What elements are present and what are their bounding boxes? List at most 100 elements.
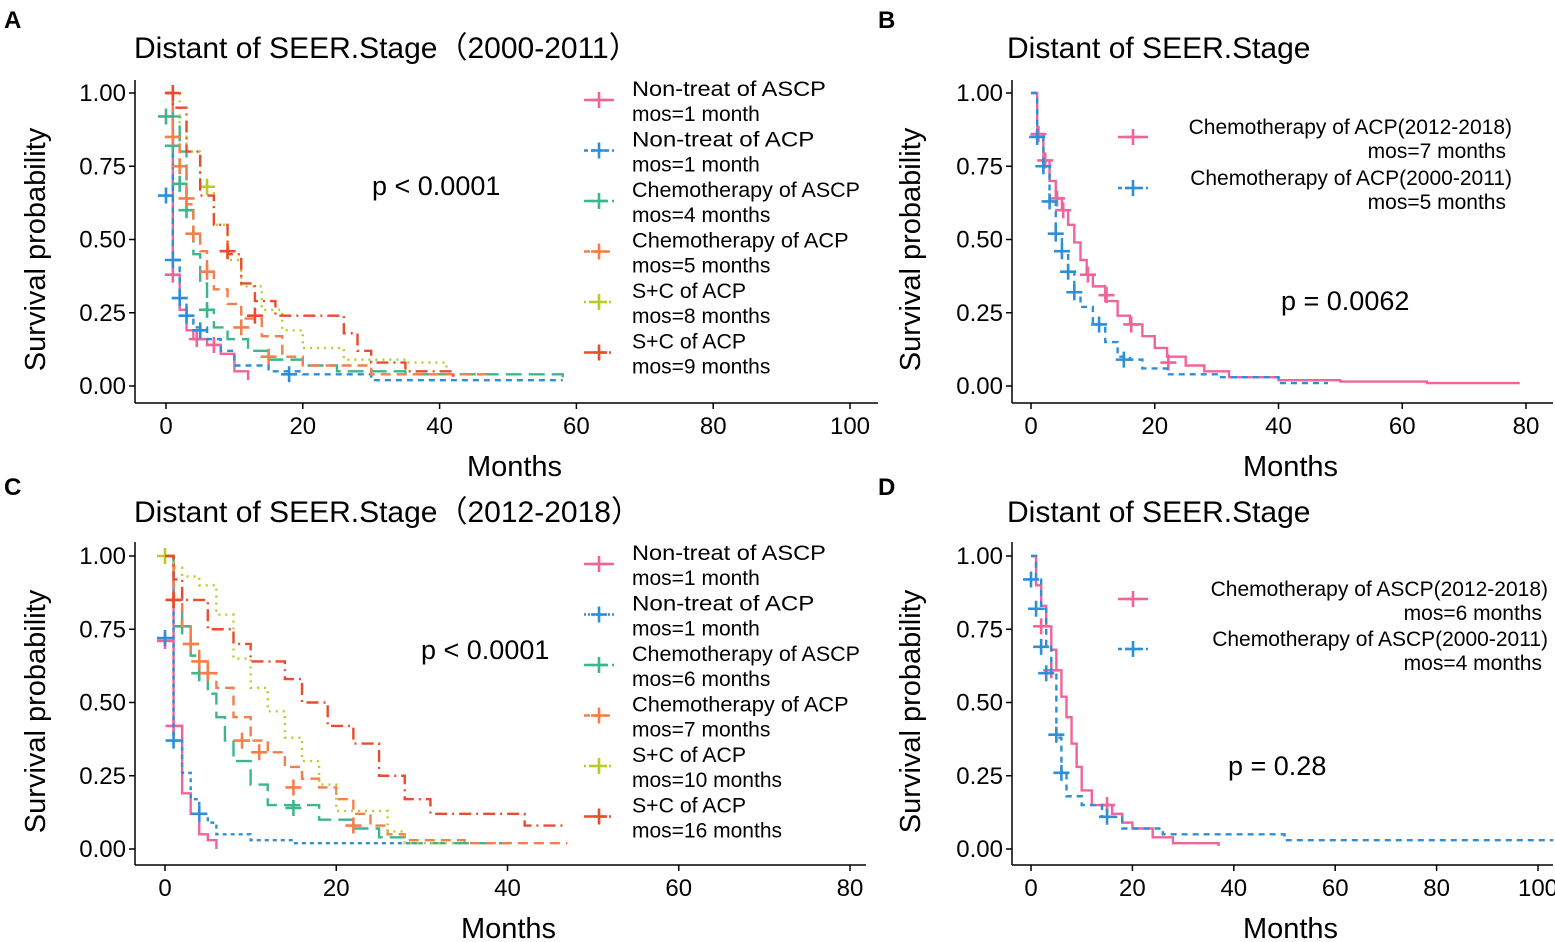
x-tick-label: 40 xyxy=(426,413,453,440)
censor-mark xyxy=(1033,638,1050,655)
x-tick-label: 80 xyxy=(1513,413,1540,440)
y-axis-title: Survival probability xyxy=(895,589,927,833)
censor-mark xyxy=(191,805,208,822)
censor-mark xyxy=(1029,128,1046,145)
censor-mark xyxy=(285,799,302,816)
legend-censor-mark xyxy=(591,193,607,209)
censor-mark xyxy=(1099,808,1116,825)
legend-censor-mark xyxy=(591,758,607,774)
censor-mark xyxy=(191,653,208,670)
x-tick-label: 100 xyxy=(830,413,870,440)
legend-censor-mark xyxy=(591,142,607,159)
y-tick-label: 0.00 xyxy=(79,836,126,863)
censor-mark xyxy=(234,732,251,749)
x-tick-label: 80 xyxy=(700,413,727,440)
x-tick-label: 0 xyxy=(1024,875,1037,902)
censor-mark xyxy=(260,348,277,365)
y-tick-label: 0.25 xyxy=(79,763,126,790)
legend-label: Non-treat of ACP xyxy=(632,593,814,616)
legend-censor-mark xyxy=(591,707,607,724)
legend-label: Non-treat of ASCP xyxy=(632,78,826,101)
censor-mark xyxy=(1066,284,1083,301)
legend-mos: mos=1 month xyxy=(632,618,760,641)
censor-mark xyxy=(199,665,216,682)
legend-censor-mark xyxy=(1125,180,1141,196)
legend-label: Chemotherapy of ASCP xyxy=(632,179,860,202)
censor-mark xyxy=(1098,287,1115,304)
censor-mark xyxy=(1123,316,1140,333)
censor-mark xyxy=(1053,243,1070,260)
censor-mark xyxy=(345,817,362,834)
censor-mark xyxy=(1038,665,1055,682)
legend-censor-mark xyxy=(591,92,607,108)
p-value: p < 0.0001 xyxy=(372,171,500,201)
legend-mos: mos=6 months xyxy=(1404,602,1542,625)
censor-mark xyxy=(182,635,199,652)
x-tick-label: 60 xyxy=(665,875,692,902)
y-axis-title: Survival probability xyxy=(20,589,52,833)
x-axis-title: Months xyxy=(461,913,556,942)
censor-mark xyxy=(1053,764,1070,781)
legend-item-2: Chemotherapy of ASCP(2000-2011)mos=4 mon… xyxy=(1118,628,1548,675)
survival-curve-2 xyxy=(166,91,563,382)
chart-title: Distant of SEER.Stage（2000-2011） xyxy=(134,32,639,65)
y-tick-label: 1.00 xyxy=(956,543,1003,570)
y-tick-label: 0.00 xyxy=(956,836,1003,863)
panel-letter: B xyxy=(878,7,895,34)
legend-censor-mark xyxy=(1125,641,1141,657)
legend-label: Chemotherapy of ACP(2012-2018) xyxy=(1189,116,1512,139)
legend-mos: mos=10 months xyxy=(632,769,782,792)
p-value: p = 0.0062 xyxy=(1281,286,1409,316)
y-tick-label: 0.75 xyxy=(79,616,126,643)
censor-mark xyxy=(199,263,216,280)
x-tick-label: 20 xyxy=(323,875,350,902)
y-tick-label: 1.00 xyxy=(79,543,126,570)
survival-curve-6 xyxy=(165,554,568,827)
legend-label: Non-treat of ACP xyxy=(632,129,814,152)
chart-title: Distant of SEER.Stage xyxy=(1007,496,1311,529)
x-tick-label: 0 xyxy=(159,413,172,440)
legend-item-1: Chemotherapy of ASCP(2012-2018)mos=6 mon… xyxy=(1118,578,1548,625)
x-tick-label: 20 xyxy=(1141,413,1168,440)
legend-mos: mos=7 months xyxy=(632,719,770,742)
legend-mos: mos=9 months xyxy=(632,356,770,379)
y-tick-label: 0.00 xyxy=(956,373,1003,400)
censor-mark xyxy=(233,319,250,336)
chart-title: Distant of SEER.Stage xyxy=(1007,32,1311,65)
legend-mos: mos=5 months xyxy=(1368,191,1506,214)
survival-curve-2 xyxy=(1031,91,1328,385)
censor-mark xyxy=(1035,158,1052,175)
y-tick-label: 0.25 xyxy=(956,763,1003,790)
x-tick-label: 100 xyxy=(1518,875,1555,902)
censor-mark xyxy=(157,630,173,647)
censor-mark xyxy=(1041,193,1058,210)
censor-mark xyxy=(188,331,205,348)
legend-label: Chemotherapy of ACP xyxy=(632,230,849,253)
survival-curve-6 xyxy=(166,91,455,378)
legend-mos: mos=6 months xyxy=(632,668,770,691)
y-tick-label: 0.75 xyxy=(956,616,1003,643)
x-tick-label: 0 xyxy=(158,875,171,902)
legend-label: S+C of ACP xyxy=(632,795,746,818)
legend-label: Chemotherapy of ACP(2000-2011) xyxy=(1190,167,1512,190)
legend-mos: mos=7 months xyxy=(1368,140,1506,163)
censor-mark xyxy=(158,187,174,204)
x-tick-label: 20 xyxy=(1119,875,1146,902)
censor-mark xyxy=(1079,266,1096,283)
y-tick-label: 0.00 xyxy=(79,373,126,400)
x-tick-label: 60 xyxy=(1322,875,1349,902)
y-tick-label: 0.50 xyxy=(79,227,126,254)
legend-label: S+C of ACP xyxy=(632,744,746,767)
x-axis-title: Months xyxy=(467,451,562,483)
y-tick-label: 0.50 xyxy=(79,690,126,717)
censor-mark xyxy=(158,108,174,125)
censor-mark xyxy=(185,225,202,242)
legend-label: Chemotherapy of ASCP(2012-2018) xyxy=(1211,578,1548,601)
censor-mark xyxy=(1028,600,1045,617)
